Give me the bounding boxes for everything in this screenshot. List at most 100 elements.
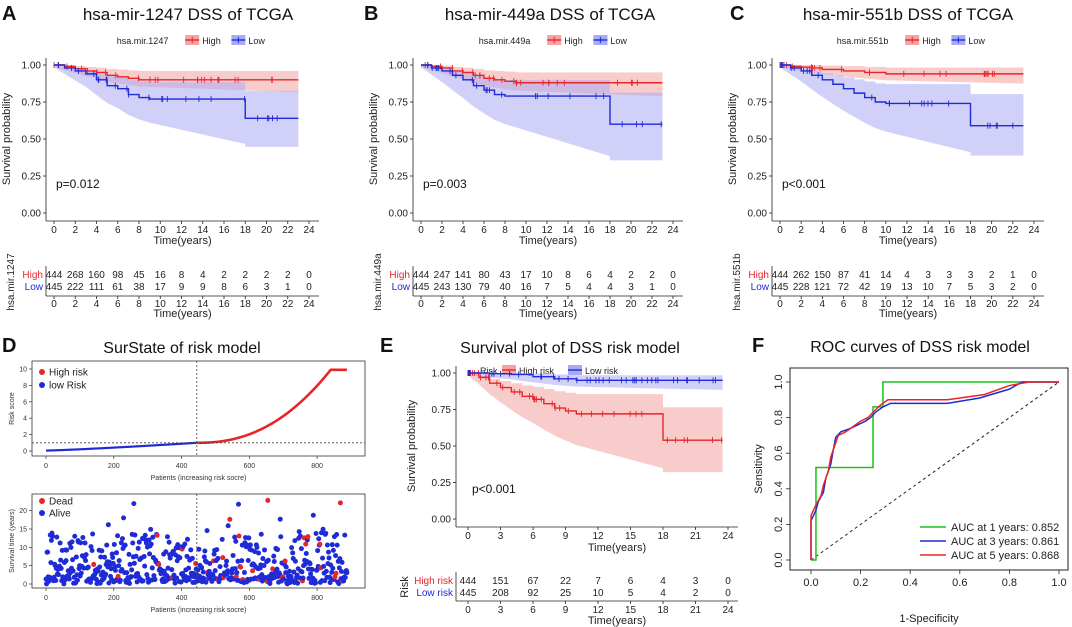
x-tick-label: 6 <box>530 531 536 542</box>
y-tick-label: 0.75 <box>22 98 42 109</box>
risk-table-cell: 445 <box>413 282 430 293</box>
x-tick-label: 22 <box>1007 299 1019 310</box>
alive-patient-dot <box>344 570 350 576</box>
alive-patient-dot <box>131 560 137 566</box>
alive-patient-dot <box>90 531 96 537</box>
dead-patient-dot <box>154 532 160 538</box>
risk-table-cell: 98 <box>112 270 124 281</box>
x-tick-label: 12 <box>592 531 604 542</box>
dead-patient-dot <box>305 534 311 540</box>
risk-table-cell: 4 <box>660 576 666 587</box>
x-tick-label: 24 <box>722 531 734 542</box>
alive-patient-dot <box>258 531 264 537</box>
x-tick-label: 18 <box>965 225 977 236</box>
y-tick-label: 0 <box>23 449 27 456</box>
alive-patient-dot <box>259 572 265 578</box>
x-tick-label: 0 <box>418 225 424 236</box>
x-tick-label: 4 <box>94 299 100 310</box>
alive-patient-dot <box>70 557 76 563</box>
y-tick-label: 0.75 <box>389 98 409 109</box>
risk-table-x-label: Time(years) <box>519 308 577 320</box>
alive-patient-dot <box>58 557 64 563</box>
alive-patient-dot <box>219 536 225 542</box>
dead-patient-dot <box>91 561 97 567</box>
x-tick-label: 6 <box>841 299 847 310</box>
x-tick-label: 20 <box>986 299 998 310</box>
alive-patient-dot <box>196 546 202 552</box>
alive-patient-dot <box>254 544 260 550</box>
alive-patient-dot <box>73 554 79 560</box>
x-tick-label: 600 <box>243 463 255 470</box>
risk-table-cell: 2 <box>693 588 699 599</box>
x-tick-label: 10 <box>155 225 167 236</box>
alive-patient-dot <box>78 540 84 546</box>
x-tick-label: 14 <box>197 299 209 310</box>
x-tick-label: 18 <box>657 531 669 542</box>
x-tick-label: 2 <box>798 299 804 310</box>
y-tick-label: 0.2 <box>773 517 785 532</box>
x-tick-label: 14 <box>197 225 209 236</box>
risk-table-cell: 17 <box>520 270 532 281</box>
panel-letter: D <box>2 335 16 357</box>
alive-patient-dot <box>262 547 268 553</box>
alive-patient-dot <box>95 568 101 574</box>
x-tick-label: 20 <box>986 225 998 236</box>
y-tick-label: 0.25 <box>22 172 42 183</box>
risk-table-cell: 243 <box>434 282 451 293</box>
risk-table-cell: 17 <box>155 282 167 293</box>
x-tick-label: 600 <box>243 595 255 602</box>
alive-patient-dot <box>55 572 61 578</box>
alive-patient-dot <box>78 570 84 576</box>
risk-table-cell: 141 <box>455 270 472 281</box>
alive-patient-dot <box>230 552 236 558</box>
risk-table-cell: 4 <box>200 270 206 281</box>
alive-patient-dot <box>116 563 122 569</box>
y-tick-label: 6 <box>23 399 27 406</box>
x-tick-label: 0 <box>51 299 57 310</box>
alive-patient-dot <box>127 561 133 567</box>
p-value: p<0.001 <box>782 177 826 191</box>
chart-title: Survival plot of DSS risk model <box>460 340 680 357</box>
risk-table-cell: 5 <box>565 282 571 293</box>
y-axis-label: Survival probability <box>406 399 418 492</box>
risk-table-cell: 3 <box>264 282 270 293</box>
risk-table-cell: 4 <box>586 282 592 293</box>
alive-patient-dot <box>233 538 239 544</box>
x-tick-label: 24 <box>667 299 679 310</box>
alive-patient-dot <box>102 554 108 560</box>
x-tick-label: 0 <box>51 225 57 236</box>
alive-patient-dot <box>224 558 230 564</box>
alive-patient-dot <box>274 566 280 572</box>
alive-patient-dot <box>303 551 309 557</box>
x-tick-label: 8 <box>502 225 508 236</box>
x-tick-label: 3 <box>498 531 504 542</box>
risk-table-cell: 3 <box>925 270 931 281</box>
risk-table-cell: 6 <box>586 270 592 281</box>
risk-table-cell: 2 <box>628 270 634 281</box>
alive-patient-dot <box>232 534 238 540</box>
risk-table-cell: 2 <box>221 270 227 281</box>
legend-label: AUC at 3 years: 0.861 <box>951 536 1059 548</box>
x-tick-label: 200 <box>108 463 120 470</box>
risk-table-cell: 4 <box>607 270 613 281</box>
x-tick-label: 2 <box>798 225 804 236</box>
y-tick-label: 15 <box>19 527 27 534</box>
x-tick-label: 18 <box>965 299 977 310</box>
alive-patient-dot <box>61 581 67 587</box>
legend-label: AUC at 1 years: 0.852 <box>951 522 1059 534</box>
y-tick-label: 4 <box>23 416 27 423</box>
confidence-band-low-risk <box>468 373 723 390</box>
risk-table-cell: 228 <box>793 282 810 293</box>
y-tick-label: 10 <box>19 367 27 374</box>
alive-patient-dot <box>57 540 63 546</box>
y-tick-label: 0.00 <box>432 515 452 526</box>
alive-patient-dot <box>133 553 139 559</box>
alive-patient-dot <box>246 535 252 541</box>
x-axis-label: Patients (increasing risk socre) <box>151 475 247 482</box>
alive-patient-dot <box>169 567 175 573</box>
alive-patient-dot <box>70 568 76 574</box>
y-tick-label: 0.75 <box>748 98 768 109</box>
x-tick-label: 24 <box>667 225 679 236</box>
